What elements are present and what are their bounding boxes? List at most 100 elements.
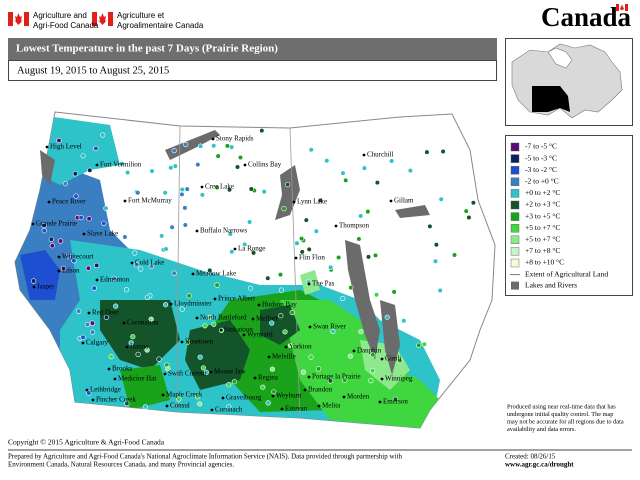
station	[229, 249, 235, 255]
city-dot	[81, 341, 85, 345]
city-label: Estevan	[285, 405, 308, 413]
station	[142, 404, 148, 410]
station	[313, 228, 319, 234]
station	[269, 320, 275, 326]
station	[421, 341, 428, 347]
station	[195, 162, 201, 168]
city-dot	[292, 200, 296, 204]
legend-swatch	[511, 281, 519, 290]
station	[451, 252, 458, 258]
station	[135, 190, 141, 196]
city-dot	[163, 372, 167, 376]
city-label: Portage la Prairie	[312, 373, 361, 381]
station	[171, 270, 177, 276]
station	[437, 287, 443, 294]
station	[135, 351, 141, 358]
city-dot	[334, 224, 338, 228]
station	[229, 144, 235, 150]
city-dot	[243, 163, 247, 167]
city-dot	[294, 256, 298, 260]
station	[324, 158, 330, 164]
city-dot	[122, 321, 126, 325]
station	[287, 342, 294, 349]
station	[277, 272, 284, 278]
station	[328, 264, 334, 271]
url: www.agr.gc.ca/drought	[505, 461, 574, 469]
station	[248, 186, 254, 192]
city-dot	[284, 345, 288, 349]
station	[172, 163, 178, 169]
agency-en: Agriculture and	[33, 11, 87, 20]
city-dot	[257, 303, 261, 307]
city-label: Jasper	[37, 283, 55, 291]
station	[198, 143, 204, 149]
station	[237, 154, 244, 161]
station	[299, 236, 305, 242]
station	[470, 200, 477, 206]
station	[226, 404, 232, 410]
city-dot	[280, 407, 284, 411]
station	[80, 153, 86, 159]
station	[374, 180, 381, 186]
station	[427, 223, 433, 229]
station	[203, 369, 209, 375]
city-dot	[195, 316, 199, 320]
station	[340, 170, 346, 176]
city-dot	[242, 333, 246, 337]
city-label: Morden	[347, 393, 370, 401]
station	[372, 252, 379, 258]
city-dot	[267, 355, 271, 359]
city-label: Maple Creek	[166, 391, 203, 399]
station	[119, 161, 125, 167]
station	[242, 241, 248, 247]
city-dot	[308, 325, 312, 329]
station	[303, 217, 309, 223]
station	[356, 236, 362, 242]
copyright: Copyright © 2015 Agriculture & Agri-Food…	[8, 438, 165, 447]
legend-swatch	[510, 189, 520, 198]
city-label: Lynn Lake	[297, 198, 327, 206]
city-label: Gravelbourg	[226, 394, 262, 402]
city-label: Hudson Bay	[262, 301, 297, 309]
station	[62, 181, 69, 187]
station	[86, 390, 92, 396]
city-dot	[362, 153, 366, 157]
station	[100, 132, 106, 138]
station	[463, 208, 469, 214]
station	[432, 258, 439, 264]
station	[113, 303, 119, 309]
station	[207, 267, 213, 274]
city-dot	[317, 404, 321, 408]
city-label: Coronach	[215, 406, 243, 414]
station	[407, 168, 414, 174]
station	[306, 246, 312, 252]
station	[211, 321, 217, 327]
station	[57, 238, 64, 244]
station	[342, 377, 348, 383]
city-dot	[32, 285, 36, 289]
legend-label: -3 to -2 °C	[525, 165, 557, 174]
city-label: Emerson	[383, 398, 408, 406]
station	[65, 253, 72, 259]
city-dot	[213, 297, 217, 301]
city-dot	[82, 232, 86, 236]
station	[365, 254, 372, 260]
station	[234, 164, 241, 170]
station	[60, 265, 67, 272]
note-line: undergone initial quality control. The m…	[507, 411, 613, 418]
station	[361, 165, 368, 171]
station	[163, 246, 169, 252]
date-box	[8, 60, 497, 81]
city-label: Wynyard	[247, 331, 273, 339]
city-label: Slave Lake	[87, 230, 118, 238]
city-label: North Battleford	[200, 314, 247, 322]
station	[163, 302, 169, 308]
legend-label: +5 to +7 °C	[525, 223, 560, 232]
station	[197, 354, 203, 360]
legend-swatch	[510, 177, 520, 187]
city-dot	[221, 396, 225, 400]
city-label: Grande Prairie	[36, 220, 77, 228]
city-label: Fort Vermilion	[100, 161, 142, 169]
station	[103, 205, 109, 211]
